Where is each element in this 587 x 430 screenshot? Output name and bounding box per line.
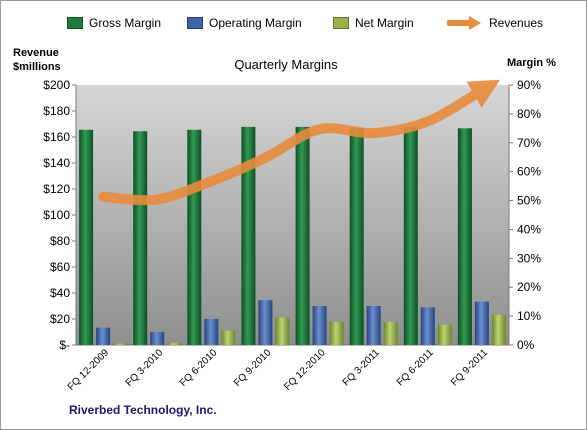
- legend-label-operating-margin: Operating Margin: [209, 16, 302, 30]
- left-tick-label: $-: [59, 338, 70, 352]
- x-tick-label: FQ 6-2011: [395, 347, 436, 388]
- bar-operating-margin-7: [420, 307, 435, 345]
- legend-item-operating-margin: Operating Margin: [187, 14, 302, 32]
- bar-operating-margin-6: [366, 306, 381, 345]
- right-tick-label: 20%: [517, 280, 541, 294]
- right-tick-label: 10%: [517, 309, 541, 323]
- revenue-line: [98, 79, 501, 206]
- right-tick-labels: 0% 10% 20% 30% 40% 50% 60% 70% 80% 90%: [509, 78, 541, 352]
- bar-net-margin-2: [167, 342, 182, 345]
- left-tick-label: $140: [43, 156, 70, 170]
- left-axis-title-line1: Revenue: [13, 47, 59, 59]
- left-tick-label: $200: [43, 78, 70, 92]
- bar-operating-margin-5: [312, 306, 327, 345]
- legend-item-net-margin: Net Margin: [333, 14, 414, 32]
- left-tick-labels: $- $20 $40 $60 $80 $100 $120 $140 $160 $180 $200: [43, 78, 76, 352]
- bar-net-margin-5: [329, 321, 344, 345]
- bar-net-margin-8: [491, 314, 506, 345]
- bar-gross-margin-4: [241, 126, 256, 346]
- x-tick-label: FQ 12-2009: [66, 347, 112, 393]
- legend-label-revenues: Revenues: [489, 16, 544, 30]
- right-tick-label: 80%: [517, 107, 541, 121]
- legend-item-revenues: Revenues: [447, 14, 543, 32]
- bar-gross-margin-3: [187, 129, 202, 345]
- left-tick-label: $120: [43, 182, 70, 196]
- x-tick-label: FQ 9-2011: [449, 347, 490, 388]
- legend-label-gross-margin: Gross Margin: [89, 16, 162, 30]
- x-tick-label: FQ 9-2010: [232, 347, 274, 389]
- left-tick-label: $60: [50, 260, 70, 274]
- right-tick-label: 60%: [517, 165, 541, 179]
- bars-layer: [79, 126, 506, 346]
- bar-net-margin-3: [221, 330, 236, 345]
- plot-area: [76, 85, 509, 345]
- legend-item-gross-margin: Gross Margin: [67, 14, 161, 32]
- left-axis-title-line2: $millions: [13, 61, 61, 73]
- legend-arrow-icon: [447, 16, 481, 30]
- left-axis-title: Revenue $millions: [13, 46, 61, 74]
- right-axis-title: Margin %: [507, 57, 556, 69]
- bar-operating-margin-4: [258, 300, 273, 345]
- bar-gross-margin-7: [403, 126, 418, 346]
- left-tick-label: $20: [50, 312, 70, 326]
- legend-swatch-net-margin: [333, 17, 349, 29]
- x-tick-label: FQ 12-2010: [282, 347, 328, 393]
- right-tick-label: 70%: [517, 136, 541, 150]
- x-tick-label: FQ 3-2010: [124, 347, 166, 389]
- bar-operating-margin-2: [150, 332, 165, 345]
- x-tick-label: FQ 6-2010: [178, 347, 220, 389]
- legend-swatch-gross-margin: [67, 17, 83, 29]
- bar-net-margin-6: [383, 321, 398, 345]
- revenue-layer: [98, 79, 501, 206]
- legend-swatch-operating-margin: [187, 17, 203, 29]
- bar-net-margin-7: [437, 324, 452, 345]
- legend: Gross Margin Operating Margin Net Margin…: [1, 14, 586, 32]
- bar-gross-margin-5: [295, 126, 310, 346]
- bar-net-margin-4: [275, 317, 290, 345]
- x-tick-labels: FQ 12-2009 FQ 3-2010 FQ 6-2010 FQ 9-2010 FQ …: [66, 347, 491, 393]
- company-name: Riverbed Technology, Inc.: [69, 403, 217, 417]
- chart-title: Quarterly Margins: [234, 57, 338, 72]
- x-tick-label: FQ 3-2011: [341, 347, 382, 388]
- bar-gross-margin-2: [133, 131, 148, 345]
- bar-gross-margin-1: [79, 129, 94, 345]
- left-tick-label: $160: [43, 130, 70, 144]
- bar-net-margin-1: [113, 343, 128, 345]
- left-tick-label: $100: [43, 208, 70, 222]
- right-tick-label: 0%: [517, 338, 535, 352]
- left-tick-label: $80: [50, 234, 70, 248]
- bar-operating-margin-1: [96, 327, 111, 345]
- right-tick-label: 90%: [517, 78, 541, 92]
- chart-svg: $- $20 $40 $60 $80 $100 $120 $140 $160 $180 $200 0…: [43, 78, 541, 393]
- legend-label-net-margin: Net Margin: [355, 16, 414, 30]
- right-tick-label: 30%: [517, 251, 541, 265]
- right-tick-label: 40%: [517, 222, 541, 236]
- bar-operating-margin-8: [474, 301, 489, 345]
- bar-operating-margin-3: [204, 319, 219, 345]
- right-tick-label: 50%: [517, 194, 541, 208]
- bar-gross-margin-6: [349, 128, 364, 345]
- bar-gross-margin-8: [457, 128, 472, 345]
- left-tick-label: $180: [43, 104, 70, 118]
- left-tick-label: $40: [50, 286, 70, 300]
